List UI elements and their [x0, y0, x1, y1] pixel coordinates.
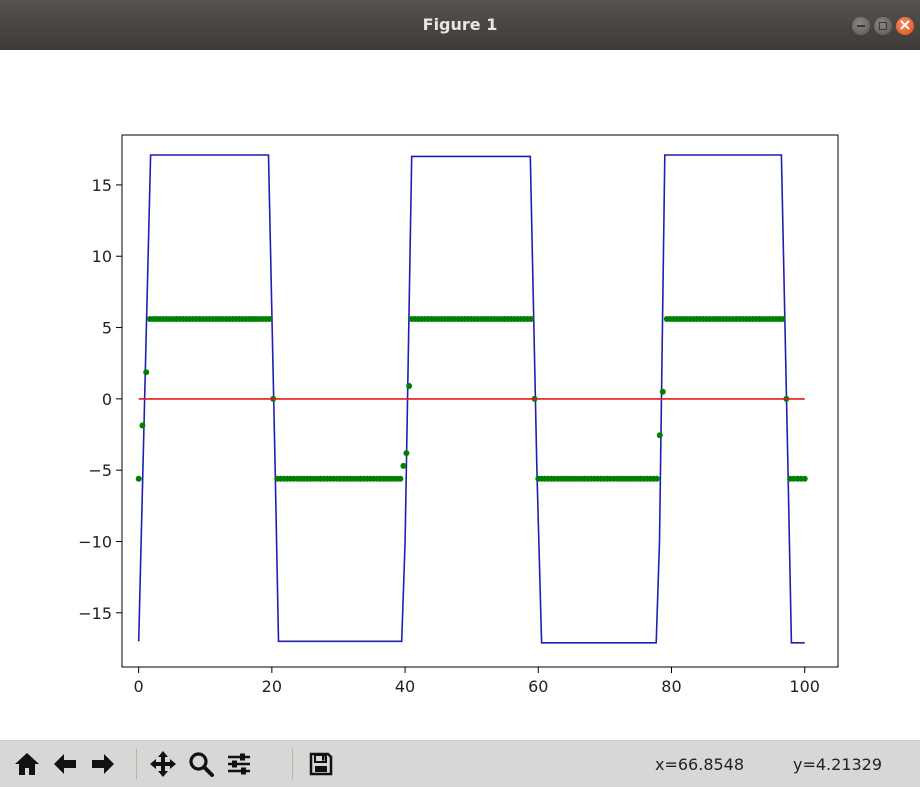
toolbar-separator — [136, 749, 137, 779]
home-button[interactable] — [12, 749, 42, 779]
cursor-y-readout: y=4.21329 — [793, 755, 883, 774]
maximize-button[interactable] — [874, 17, 892, 35]
arrow-left-icon — [54, 754, 76, 774]
x-tick-label: 60 — [528, 677, 548, 696]
window-controls — [852, 15, 914, 35]
plot-series — [135, 154, 808, 644]
configure-subplots-button[interactable] — [224, 749, 254, 779]
data-point — [653, 475, 660, 482]
axis-ticks: 0 20 40 60 80 100 15 10 5 0 −5 −10 −15 — [78, 176, 820, 696]
figure-canvas[interactable]: 0 20 40 60 80 100 15 10 5 0 −5 −10 −15 — [0, 50, 920, 740]
arrow-right-icon — [92, 754, 114, 774]
toolbar-separator — [292, 749, 293, 779]
x-tick-label: 20 — [262, 677, 282, 696]
series-dots-1 — [135, 316, 808, 482]
data-point — [266, 316, 273, 322]
y-tick-label: 10 — [92, 247, 112, 266]
data-point — [528, 316, 534, 322]
data-point — [779, 316, 786, 322]
close-button[interactable] — [896, 15, 914, 35]
x-tick-label: 80 — [661, 677, 681, 696]
y-tick-label: 0 — [102, 390, 112, 409]
magnifier-icon — [189, 752, 214, 777]
data-point — [397, 475, 404, 482]
axes-frame — [121, 134, 839, 668]
navigation-toolbar: x=66.8548 y=4.21329 — [0, 740, 920, 787]
x-tick-label: 100 — [789, 677, 820, 696]
data-point — [139, 422, 146, 429]
y-tick-label: 5 — [102, 319, 112, 338]
data-point — [403, 450, 410, 457]
zoom-button[interactable] — [186, 749, 216, 779]
sliders-icon — [228, 753, 250, 775]
x-tick-label: 0 — [134, 677, 144, 696]
window-title: Figure 1 — [422, 15, 498, 34]
home-icon — [15, 753, 39, 775]
data-point — [801, 475, 808, 482]
minimize-button[interactable] — [852, 17, 870, 35]
data-point — [656, 432, 663, 439]
x-tick-label: 40 — [395, 677, 415, 696]
pan-button[interactable] — [148, 749, 178, 779]
data-point — [143, 369, 150, 376]
back-button[interactable] — [50, 749, 80, 779]
y-tick-label: −15 — [78, 604, 112, 623]
data-point — [406, 383, 413, 389]
y-tick-label: −5 — [88, 461, 112, 480]
move-icon — [150, 751, 176, 777]
save-button[interactable] — [306, 749, 336, 779]
y-tick-label: 15 — [92, 176, 112, 195]
series-line-0 — [137, 154, 805, 644]
window-titlebar[interactable]: Figure 1 — [0, 0, 920, 50]
floppy-disk-icon — [309, 752, 333, 776]
cursor-x-readout: x=66.8548 — [655, 755, 745, 774]
forward-button[interactable] — [88, 749, 118, 779]
data-point — [135, 475, 142, 482]
data-point — [400, 462, 407, 469]
y-tick-label: −10 — [78, 532, 112, 551]
data-point — [659, 388, 666, 395]
